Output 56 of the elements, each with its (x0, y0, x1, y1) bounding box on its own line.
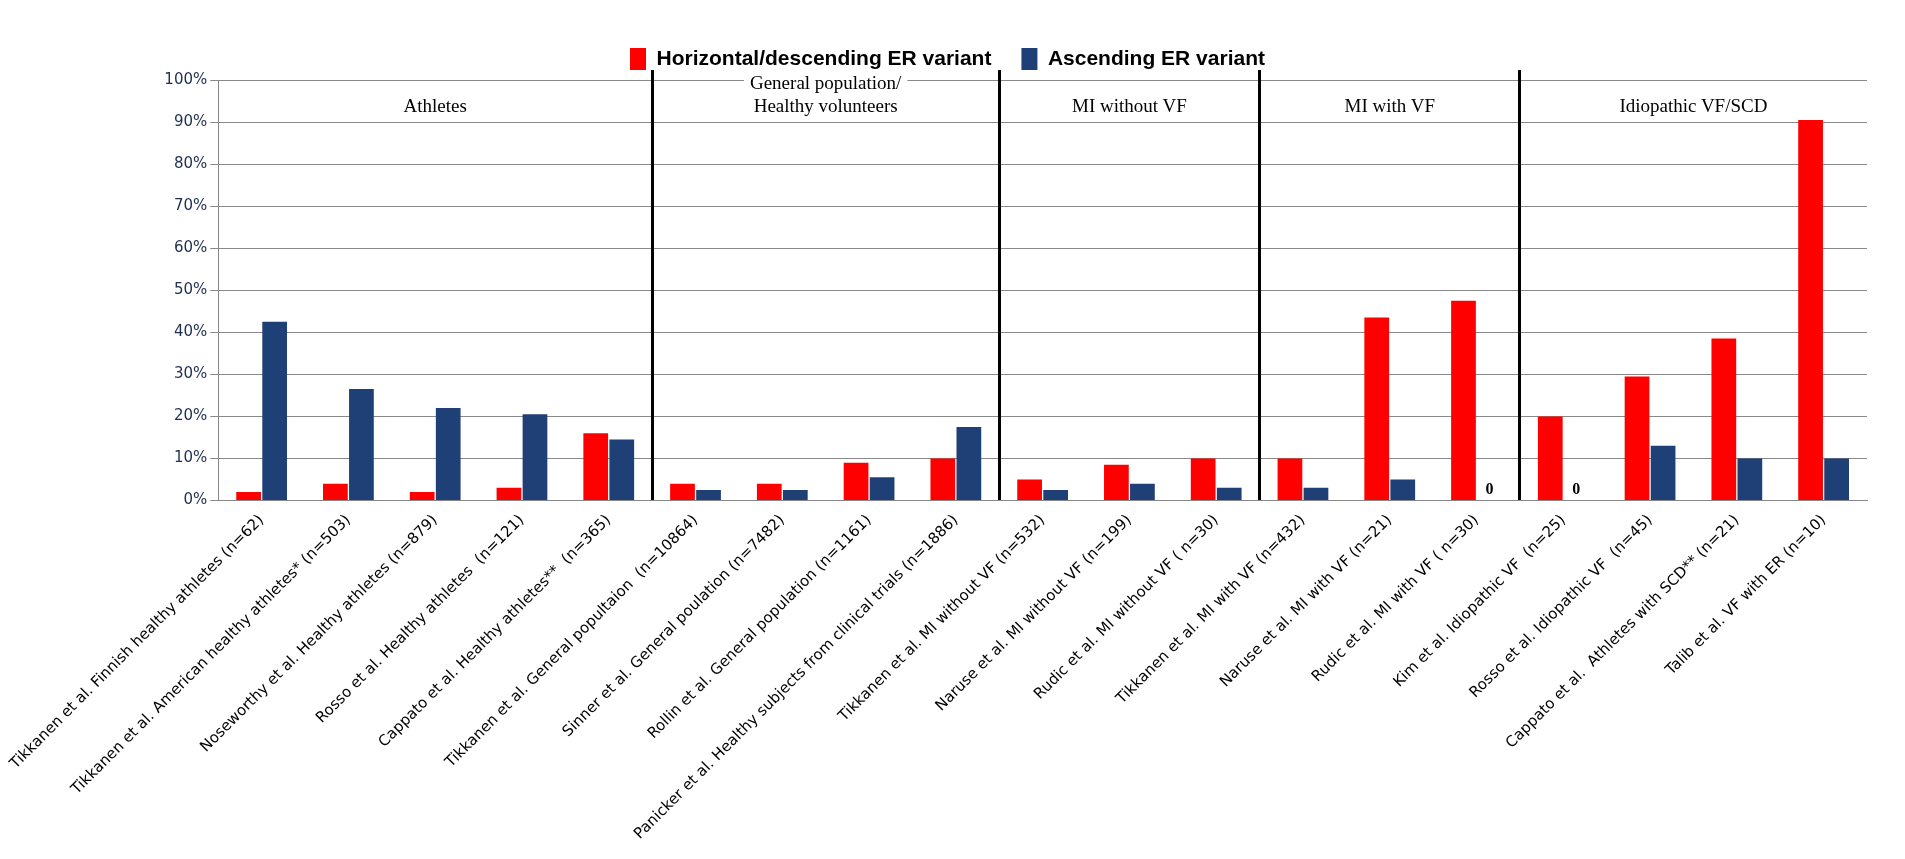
bar (1737, 458, 1763, 500)
bar (756, 483, 782, 500)
bar (1216, 487, 1242, 500)
bar (930, 458, 956, 500)
bar (1824, 458, 1849, 500)
bar (236, 492, 261, 500)
bar (409, 492, 435, 500)
bar (843, 462, 869, 500)
y-tick-label: 80% (173, 153, 208, 172)
y-tick-label: 0% (183, 490, 208, 509)
y-tick-label: 50% (173, 280, 208, 299)
annotation: Idiopathic VF/SCD (1619, 94, 1768, 116)
y-tick-label: 60% (173, 238, 208, 257)
bar (782, 489, 808, 500)
bar (323, 483, 348, 500)
bar (435, 407, 461, 500)
annotation: Athletes (403, 94, 467, 116)
bar (1624, 376, 1650, 500)
annotation: General population/ Healthy volunteers (749, 71, 903, 116)
bar (1017, 479, 1042, 500)
bar (1798, 119, 1823, 500)
bar (1711, 338, 1737, 500)
bar (583, 433, 609, 500)
bar (1390, 479, 1416, 500)
y-tick-label: 40% (173, 322, 208, 341)
y-tick-label: 30% (173, 364, 208, 383)
y-tick-label: 100% (164, 69, 208, 88)
bar (1277, 458, 1303, 500)
bar (496, 487, 522, 500)
annotation: MI without VF (1072, 94, 1187, 116)
bar (1650, 445, 1676, 500)
data-label: 0 (1572, 479, 1581, 497)
bar (670, 483, 695, 500)
legend-label: Horizontal/descending ER variant (656, 45, 992, 69)
y-tick-label: 20% (173, 406, 208, 425)
y-tick-label: 10% (173, 448, 208, 467)
bar (1104, 464, 1129, 500)
bar (262, 321, 288, 500)
data-label: 0 (1485, 479, 1494, 497)
bar (1303, 487, 1329, 500)
y-tick-label: 90% (173, 111, 208, 130)
bar (1364, 317, 1390, 500)
bar (1190, 458, 1216, 500)
y-tick-label: 70% (173, 196, 208, 215)
bar (1130, 483, 1155, 500)
annotation: MI with VF (1344, 94, 1435, 116)
bar (1043, 489, 1069, 500)
bar (869, 477, 895, 500)
bar (1451, 300, 1476, 500)
bar (1537, 416, 1563, 500)
bar (956, 426, 982, 500)
legend-label: Ascending ER variant (1047, 45, 1265, 69)
bar (522, 414, 548, 500)
bar (609, 439, 635, 500)
bar (349, 389, 374, 500)
bar (696, 489, 721, 500)
